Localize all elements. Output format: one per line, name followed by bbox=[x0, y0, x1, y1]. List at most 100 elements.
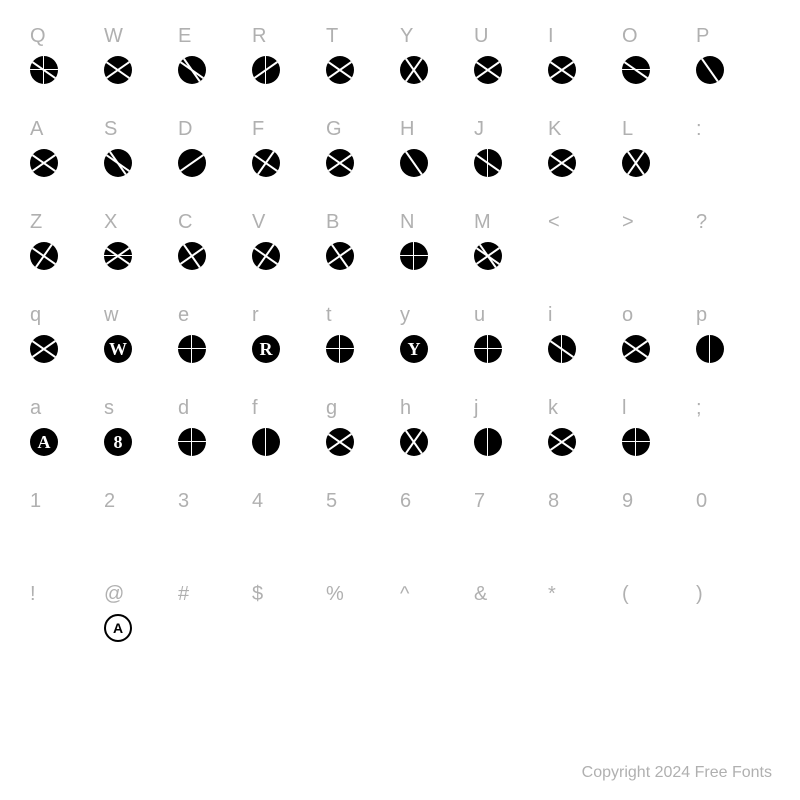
char-label: u bbox=[474, 299, 485, 331]
char-label: 3 bbox=[178, 485, 189, 517]
char-cell: p bbox=[696, 299, 770, 392]
char-cell: P bbox=[696, 20, 770, 113]
char-label: k bbox=[548, 392, 558, 424]
char-label: Z bbox=[30, 206, 42, 238]
char-label: P bbox=[696, 20, 709, 52]
char-label: r bbox=[252, 299, 259, 331]
glyph-icon bbox=[30, 614, 58, 642]
char-cell: t bbox=[326, 299, 400, 392]
glyph-icon bbox=[548, 614, 576, 642]
glyph-icon bbox=[622, 428, 650, 456]
glyph-icon bbox=[696, 521, 724, 549]
char-cell: % bbox=[326, 578, 400, 671]
char-label: 4 bbox=[252, 485, 263, 517]
char-label: V bbox=[252, 206, 265, 238]
char-cell: ! bbox=[30, 578, 104, 671]
char-label: 8 bbox=[548, 485, 559, 517]
glyph-icon: 8 bbox=[104, 428, 132, 456]
glyph-icon bbox=[252, 521, 280, 549]
char-cell: 4 bbox=[252, 485, 326, 578]
char-label: ! bbox=[30, 578, 36, 610]
char-label: w bbox=[104, 299, 118, 331]
char-label: ^ bbox=[400, 578, 409, 610]
char-label: j bbox=[474, 392, 478, 424]
char-label: i bbox=[548, 299, 552, 331]
glyph-icon bbox=[696, 242, 724, 270]
glyph-icon bbox=[178, 521, 206, 549]
glyph-icon bbox=[178, 335, 206, 363]
char-label: f bbox=[252, 392, 258, 424]
glyph-icon bbox=[30, 242, 58, 270]
glyph-icon bbox=[696, 335, 724, 363]
char-cell: ; bbox=[696, 392, 770, 485]
char-label: 0 bbox=[696, 485, 707, 517]
glyph-icon bbox=[326, 335, 354, 363]
glyph-icon bbox=[622, 149, 650, 177]
glyph-icon: A bbox=[104, 614, 132, 642]
copyright-text: Copyright 2024 Free Fonts bbox=[582, 764, 772, 782]
char-cell: i bbox=[548, 299, 622, 392]
char-label: $ bbox=[252, 578, 263, 610]
char-label: & bbox=[474, 578, 487, 610]
char-cell: # bbox=[178, 578, 252, 671]
glyph-icon bbox=[696, 428, 724, 456]
glyph-icon bbox=[400, 242, 428, 270]
glyph-icon: W bbox=[104, 335, 132, 363]
glyph-icon bbox=[400, 521, 428, 549]
char-cell: ( bbox=[622, 578, 696, 671]
char-label: H bbox=[400, 113, 414, 145]
glyph-icon bbox=[326, 242, 354, 270]
glyph-icon bbox=[30, 335, 58, 363]
char-cell: J bbox=[474, 113, 548, 206]
glyph-icon bbox=[104, 521, 132, 549]
glyph-icon bbox=[252, 56, 280, 84]
glyph-icon bbox=[400, 149, 428, 177]
char-label: > bbox=[622, 206, 634, 238]
glyph-icon bbox=[252, 614, 280, 642]
glyph-icon bbox=[400, 56, 428, 84]
glyph-icon bbox=[474, 614, 502, 642]
char-cell: yY bbox=[400, 299, 474, 392]
glyph-icon bbox=[696, 56, 724, 84]
char-cell: F bbox=[252, 113, 326, 206]
char-cell: H bbox=[400, 113, 474, 206]
char-label: h bbox=[400, 392, 411, 424]
char-label: C bbox=[178, 206, 192, 238]
glyph-icon bbox=[30, 521, 58, 549]
char-cell: u bbox=[474, 299, 548, 392]
char-cell: e bbox=[178, 299, 252, 392]
char-cell: q bbox=[30, 299, 104, 392]
char-cell: S bbox=[104, 113, 178, 206]
char-label: 6 bbox=[400, 485, 411, 517]
glyph-icon bbox=[548, 428, 576, 456]
glyph-icon bbox=[400, 428, 428, 456]
char-cell: G bbox=[326, 113, 400, 206]
glyph-icon bbox=[178, 614, 206, 642]
glyph-icon bbox=[548, 56, 576, 84]
char-label: l bbox=[622, 392, 626, 424]
char-cell: s8 bbox=[104, 392, 178, 485]
char-cell: ) bbox=[696, 578, 770, 671]
char-label: t bbox=[326, 299, 332, 331]
char-cell: X bbox=[104, 206, 178, 299]
glyph-icon bbox=[30, 149, 58, 177]
char-cell: I bbox=[548, 20, 622, 113]
glyph-icon bbox=[178, 56, 206, 84]
char-cell: D bbox=[178, 113, 252, 206]
glyph-icon: A bbox=[30, 428, 58, 456]
char-label: Y bbox=[400, 20, 413, 52]
glyph-icon bbox=[326, 56, 354, 84]
char-label: @ bbox=[104, 578, 124, 610]
char-label: s bbox=[104, 392, 114, 424]
char-cell: L bbox=[622, 113, 696, 206]
glyph-icon bbox=[548, 335, 576, 363]
glyph-icon bbox=[474, 335, 502, 363]
char-cell: 7 bbox=[474, 485, 548, 578]
glyph-icon bbox=[474, 242, 502, 270]
char-label: e bbox=[178, 299, 189, 331]
char-label: a bbox=[30, 392, 41, 424]
char-cell: K bbox=[548, 113, 622, 206]
char-label: J bbox=[474, 113, 484, 145]
char-label: 7 bbox=[474, 485, 485, 517]
char-cell: ^ bbox=[400, 578, 474, 671]
